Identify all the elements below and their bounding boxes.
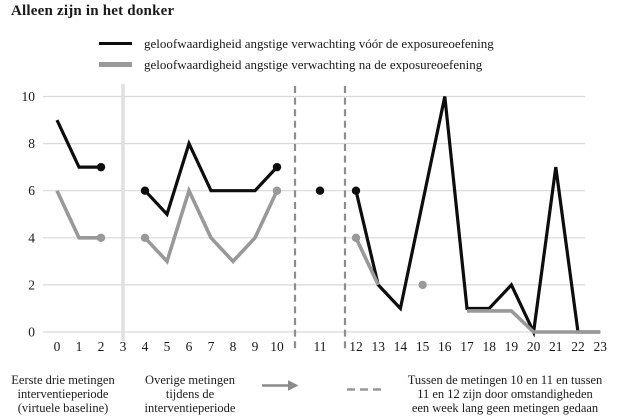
svg-text:1: 1 — [76, 339, 83, 354]
svg-text:11: 11 — [314, 339, 327, 354]
svg-text:7: 7 — [208, 339, 215, 354]
svg-text:15: 15 — [416, 339, 430, 354]
gridlines — [43, 95, 585, 333]
svg-text:23: 23 — [593, 339, 607, 354]
series-after-exposure — [55, 185, 601, 334]
svg-text:10: 10 — [22, 89, 36, 104]
svg-text:21: 21 — [549, 339, 563, 354]
legend-label-before: geloofwaardigheid angstige verwachting v… — [144, 35, 494, 51]
svg-text:16: 16 — [438, 339, 452, 354]
svg-text:0: 0 — [28, 325, 35, 340]
y-axis-labels: 0 2 4 6 8 10 — [22, 89, 36, 340]
svg-text:22: 22 — [571, 339, 585, 354]
svg-text:12: 12 — [349, 339, 363, 354]
note-intervention-period: Overige metingen tijdens de interventiep… — [144, 373, 236, 415]
svg-text:5: 5 — [164, 339, 171, 354]
svg-text:3: 3 — [120, 339, 127, 354]
svg-text:10: 10 — [270, 339, 284, 354]
legend-line-sample-black — [99, 41, 132, 46]
x-axis-labels: 0 1 2 3 4 5 6 7 8 9 10 11 12 13 14 15 16 17 18 19 20 21 22 23 — [54, 339, 608, 354]
svg-text:6: 6 — [186, 339, 193, 354]
legend-item-after: geloofwaardigheid angstige verwachting n… — [99, 54, 494, 75]
svg-text:13: 13 — [371, 339, 385, 354]
svg-text:8: 8 — [230, 339, 237, 354]
legend-label-after: geloofwaardigheid angstige verwachting n… — [144, 56, 483, 72]
arrow-right-icon — [261, 379, 299, 397]
note-missing-measurements: Tussen de metingen 10 en 11 en tussen 11… — [407, 373, 603, 415]
svg-text:4: 4 — [142, 339, 149, 354]
chart-title: Alleen zijn in het donker — [11, 3, 175, 19]
svg-text:18: 18 — [482, 339, 496, 354]
svg-text:0: 0 — [54, 339, 61, 354]
svg-text:9: 9 — [252, 339, 259, 354]
svg-text:2: 2 — [98, 339, 105, 354]
svg-text:17: 17 — [460, 339, 474, 354]
note-virtual-baseline: Eerste drie metingen interventieperiode … — [11, 373, 115, 415]
svg-text:19: 19 — [505, 339, 519, 354]
svg-text:20: 20 — [527, 339, 541, 354]
series-before-exposure — [55, 96, 601, 338]
legend: geloofwaardigheid angstige verwachting v… — [99, 33, 494, 75]
svg-text:8: 8 — [28, 136, 35, 151]
svg-text:14: 14 — [394, 339, 408, 354]
legend-line-sample-gray — [99, 62, 132, 67]
legend-item-before: geloofwaardigheid angstige verwachting v… — [99, 33, 494, 54]
svg-text:6: 6 — [28, 183, 35, 198]
svg-text:2: 2 — [28, 277, 35, 292]
dashed-line-icon — [347, 381, 383, 399]
svg-text:4: 4 — [28, 230, 35, 245]
